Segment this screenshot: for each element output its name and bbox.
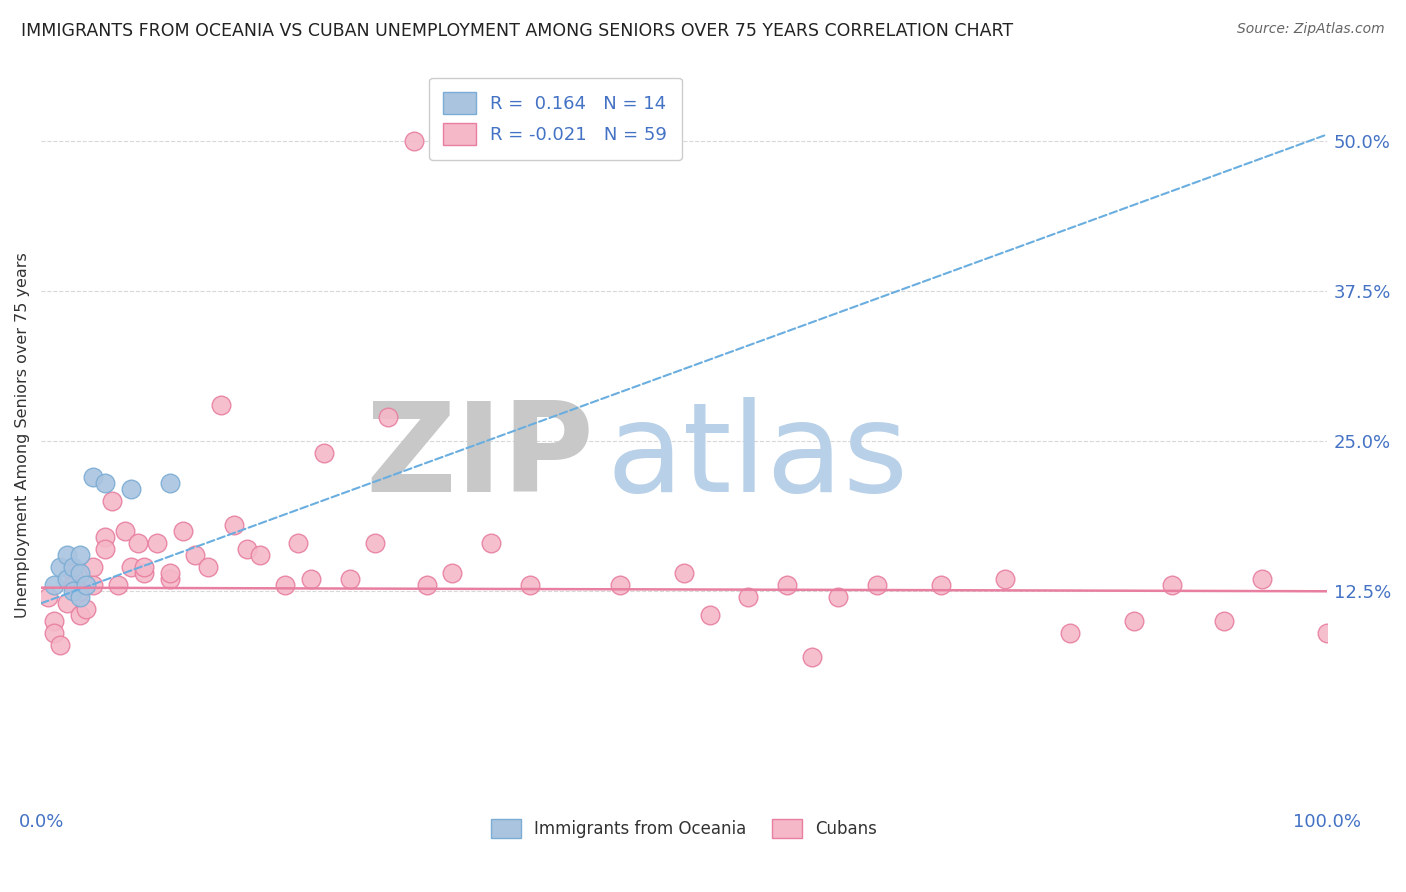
Point	[479, 536, 502, 550]
Point	[49, 638, 72, 652]
Point	[159, 566, 181, 581]
Point	[801, 650, 824, 665]
Point	[120, 482, 142, 496]
Point	[609, 578, 631, 592]
Point	[1316, 626, 1339, 640]
Point	[62, 578, 84, 592]
Y-axis label: Unemployment Among Seniors over 75 years: Unemployment Among Seniors over 75 years	[15, 252, 30, 618]
Point	[37, 591, 59, 605]
Text: IMMIGRANTS FROM OCEANIA VS CUBAN UNEMPLOYMENT AMONG SENIORS OVER 75 YEARS CORREL: IMMIGRANTS FROM OCEANIA VS CUBAN UNEMPLO…	[21, 22, 1014, 40]
Point	[274, 578, 297, 592]
Point	[69, 548, 91, 562]
Point	[82, 578, 104, 592]
Point	[132, 560, 155, 574]
Point	[737, 591, 759, 605]
Point	[132, 566, 155, 581]
Point	[287, 536, 309, 550]
Point	[56, 548, 79, 562]
Point	[101, 494, 124, 508]
Point	[1161, 578, 1184, 592]
Point	[69, 566, 91, 581]
Point	[127, 536, 149, 550]
Point	[364, 536, 387, 550]
Point	[82, 560, 104, 574]
Point	[69, 591, 91, 605]
Point	[184, 548, 207, 562]
Point	[339, 572, 361, 586]
Point	[114, 524, 136, 538]
Point	[56, 572, 79, 586]
Point	[62, 584, 84, 599]
Point	[94, 530, 117, 544]
Point	[994, 572, 1017, 586]
Point	[42, 626, 65, 640]
Point	[312, 446, 335, 460]
Point	[299, 572, 322, 586]
Point	[416, 578, 439, 592]
Point	[120, 560, 142, 574]
Point	[69, 584, 91, 599]
Text: ZIP: ZIP	[366, 397, 593, 517]
Point	[377, 410, 399, 425]
Point	[75, 578, 97, 592]
Text: Source: ZipAtlas.com: Source: ZipAtlas.com	[1237, 22, 1385, 37]
Point	[49, 560, 72, 574]
Point	[672, 566, 695, 581]
Point	[1122, 615, 1144, 629]
Point	[236, 542, 259, 557]
Text: atlas: atlas	[607, 397, 908, 517]
Point	[42, 615, 65, 629]
Point	[699, 608, 721, 623]
Point	[159, 572, 181, 586]
Point	[1251, 572, 1274, 586]
Point	[209, 398, 232, 412]
Point	[1059, 626, 1081, 640]
Point	[441, 566, 464, 581]
Point	[827, 591, 849, 605]
Point	[222, 518, 245, 533]
Point	[929, 578, 952, 592]
Point	[172, 524, 194, 538]
Point	[56, 596, 79, 610]
Point	[146, 536, 169, 550]
Point	[402, 134, 425, 148]
Point	[249, 548, 271, 562]
Point	[82, 470, 104, 484]
Point	[159, 476, 181, 491]
Point	[866, 578, 889, 592]
Point	[69, 608, 91, 623]
Point	[42, 578, 65, 592]
Point	[75, 602, 97, 616]
Point	[62, 560, 84, 574]
Point	[519, 578, 541, 592]
Point	[1212, 615, 1234, 629]
Point	[94, 542, 117, 557]
Point	[197, 560, 219, 574]
Point	[776, 578, 799, 592]
Point	[62, 566, 84, 581]
Point	[107, 578, 129, 592]
Legend: Immigrants from Oceania, Cubans: Immigrants from Oceania, Cubans	[484, 812, 883, 845]
Point	[94, 476, 117, 491]
